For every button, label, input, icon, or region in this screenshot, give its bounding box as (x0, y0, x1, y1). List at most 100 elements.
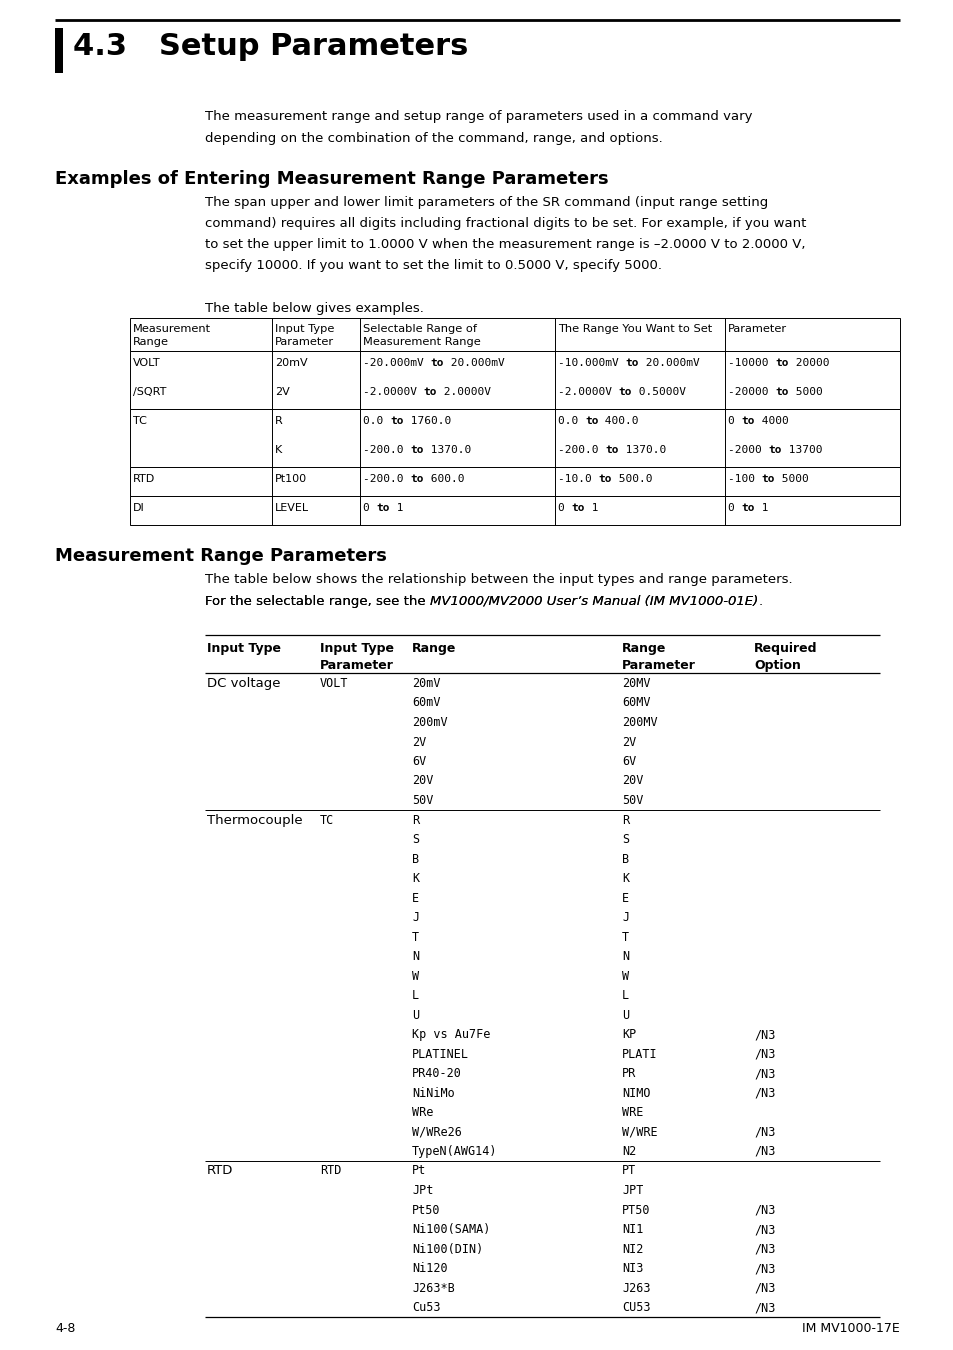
Text: PT50: PT50 (621, 1203, 650, 1216)
Text: 1370.0: 1370.0 (423, 446, 471, 455)
Text: W/WRe26: W/WRe26 (412, 1126, 461, 1138)
Text: Measurement: Measurement (132, 324, 211, 333)
Text: Parameter: Parameter (727, 324, 786, 333)
Text: NI1: NI1 (621, 1223, 642, 1237)
Text: command) requires all digits including fractional digits to be set. For example,: command) requires all digits including f… (205, 217, 805, 230)
Text: PLATI: PLATI (621, 1048, 657, 1061)
Text: /N3: /N3 (753, 1242, 775, 1256)
Text: 1: 1 (390, 504, 403, 513)
Text: N2: N2 (621, 1145, 636, 1158)
Text: WRE: WRE (621, 1106, 642, 1119)
Text: RTD: RTD (132, 474, 155, 485)
Text: S: S (621, 833, 628, 846)
Text: For the selectable range, see the: For the selectable range, see the (205, 595, 430, 608)
Text: to: to (625, 358, 639, 369)
Text: N: N (412, 950, 418, 963)
Text: The measurement range and setup range of parameters used in a command vary: The measurement range and setup range of… (205, 109, 752, 123)
Text: B: B (621, 852, 628, 865)
Text: MV1000/MV2000 User’s Manual (IM MV1000-01E): MV1000/MV2000 User’s Manual (IM MV1000-0… (430, 595, 758, 608)
Text: PT: PT (621, 1165, 636, 1177)
Text: to: to (410, 474, 423, 485)
Text: JPT: JPT (621, 1184, 642, 1197)
Text: to: to (584, 416, 598, 427)
Text: 60MV: 60MV (621, 697, 650, 710)
Text: /N3: /N3 (753, 1087, 775, 1099)
Text: Required: Required (753, 643, 817, 655)
Text: to: to (430, 358, 443, 369)
Text: R: R (621, 814, 628, 826)
Text: to: to (376, 504, 390, 513)
Text: depending on the combination of the command, range, and options.: depending on the combination of the comm… (205, 132, 662, 144)
Text: /N3: /N3 (753, 1203, 775, 1216)
Text: to: to (740, 416, 754, 427)
Text: 0.0: 0.0 (363, 416, 390, 427)
Text: N: N (621, 950, 628, 963)
Text: L: L (412, 990, 418, 1002)
Text: 0.5000V: 0.5000V (632, 387, 685, 397)
Text: R: R (412, 814, 418, 826)
Text: Measurement Range Parameters: Measurement Range Parameters (55, 547, 387, 566)
Text: .: . (758, 595, 761, 608)
Text: 0: 0 (363, 504, 376, 513)
Text: to: to (423, 387, 436, 397)
Text: /SQRT: /SQRT (132, 387, 166, 397)
Text: 50V: 50V (621, 794, 642, 807)
Text: T: T (621, 930, 628, 944)
Text: /N3: /N3 (753, 1262, 775, 1274)
Text: Cu53: Cu53 (412, 1301, 440, 1314)
Text: R: R (274, 416, 282, 427)
Bar (130, 409, 899, 467)
Text: -200.0: -200.0 (363, 474, 410, 485)
Bar (130, 351, 899, 409)
Text: 20V: 20V (412, 775, 433, 787)
Text: -20.000mV: -20.000mV (363, 358, 430, 369)
Text: KP: KP (621, 1027, 636, 1041)
Text: IM MV1000-17E: IM MV1000-17E (801, 1322, 899, 1335)
Text: 200mV: 200mV (412, 716, 447, 729)
Text: W/WRE: W/WRE (621, 1126, 657, 1138)
Text: 2V: 2V (412, 736, 426, 748)
Text: Parameter: Parameter (621, 659, 695, 672)
Text: Option: Option (753, 659, 800, 672)
Text: PR: PR (621, 1066, 636, 1080)
Text: 600.0: 600.0 (423, 474, 464, 485)
Text: 1370.0: 1370.0 (618, 446, 665, 455)
Text: PLATINEL: PLATINEL (412, 1048, 469, 1061)
Text: VOLT: VOLT (319, 676, 348, 690)
Text: to: to (390, 416, 403, 427)
Text: 60mV: 60mV (412, 697, 440, 710)
Text: /N3: /N3 (753, 1126, 775, 1138)
Text: 500.0: 500.0 (612, 474, 652, 485)
Text: CU53: CU53 (621, 1301, 650, 1314)
Text: /N3: /N3 (753, 1066, 775, 1080)
Text: 20V: 20V (621, 775, 642, 787)
Text: DI: DI (132, 504, 145, 513)
Text: TC: TC (132, 416, 147, 427)
Text: For the selectable range, see the: For the selectable range, see the (205, 595, 430, 608)
Text: U: U (412, 1008, 418, 1022)
Text: 5000: 5000 (775, 474, 808, 485)
Text: 200MV: 200MV (621, 716, 657, 729)
Text: to: to (598, 474, 612, 485)
Text: MV1000/MV2000 User’s Manual (IM MV1000-01E): MV1000/MV2000 User’s Manual (IM MV1000-0… (430, 595, 758, 608)
Text: The Range You Want to Set: The Range You Want to Set (558, 324, 712, 333)
Text: 0.0: 0.0 (558, 416, 584, 427)
Text: RTD: RTD (207, 1165, 233, 1177)
Text: Parameter: Parameter (319, 659, 394, 672)
Text: 13700: 13700 (781, 446, 821, 455)
Text: 20.000mV: 20.000mV (639, 358, 699, 369)
Text: NI2: NI2 (621, 1242, 642, 1256)
Text: Range: Range (621, 643, 666, 655)
Text: Parameter: Parameter (274, 338, 334, 347)
Text: 20000: 20000 (788, 358, 828, 369)
Text: J263*B: J263*B (412, 1281, 455, 1295)
Text: Ni120: Ni120 (412, 1262, 447, 1274)
Text: Range: Range (132, 338, 169, 347)
Text: RTD: RTD (319, 1165, 341, 1177)
Text: VOLT: VOLT (132, 358, 160, 369)
Text: Pt: Pt (412, 1165, 426, 1177)
Text: Selectable Range of: Selectable Range of (363, 324, 476, 333)
Text: -2.0000V: -2.0000V (363, 387, 423, 397)
Text: -200.0: -200.0 (363, 446, 410, 455)
Text: JPt: JPt (412, 1184, 433, 1197)
